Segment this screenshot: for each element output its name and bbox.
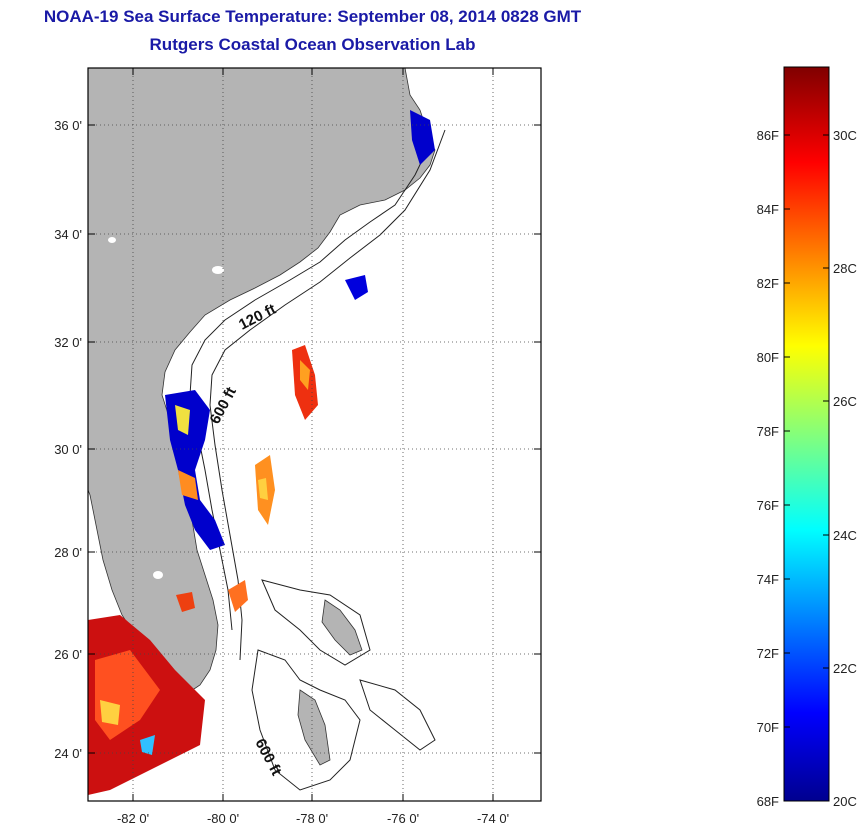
colorbar-f-74: 74F: [757, 572, 779, 587]
lat-tick-26: 26 0': [54, 647, 82, 662]
colorbar-c-28: 28C: [833, 261, 857, 276]
colorbar-c-26: 26C: [833, 394, 857, 409]
colorbar-f-80: 80F: [757, 350, 779, 365]
bahamas-islands: [297, 599, 363, 766]
sst-data-swaths: [88, 110, 435, 795]
lat-tick-28: 28 0': [54, 545, 82, 560]
lat-tick-32: 32 0': [54, 335, 82, 350]
depth-contour-600ft: [209, 129, 446, 661]
colorbar-c-24: 24C: [833, 528, 857, 543]
colorbar-c-20: 20C: [833, 794, 857, 809]
frame-ticks: [88, 68, 541, 801]
lon-tick-82: -82 0': [117, 811, 149, 826]
lake-okeechobee: [153, 571, 163, 579]
colorbar-f-72: 72F: [757, 646, 779, 661]
colorbar-f-78: 78F: [757, 424, 779, 439]
bahamas-bank-contour: [251, 579, 436, 791]
colorbar-f-84: 84F: [757, 202, 779, 217]
map-title: NOAA-19 Sea Surface Temperature: Septemb…: [43, 7, 582, 26]
colorbar-f-76: 76F: [757, 498, 779, 513]
lat-tick-34: 34 0': [54, 227, 82, 242]
colorbar-f-86: 86F: [757, 128, 779, 143]
colorbar-ticks: [784, 134, 829, 728]
colorbar: [783, 66, 830, 802]
lat-tick-36: 36 0': [54, 118, 82, 133]
lon-tick-76: -76 0': [387, 811, 419, 826]
colorbar-c-30: 30C: [833, 128, 857, 143]
lat-tick-24: 24 0': [54, 746, 82, 761]
lake: [212, 266, 224, 274]
colorbar-f-70: 70F: [757, 720, 779, 735]
lat-tick-30: 30 0': [54, 442, 82, 457]
lon-tick-80: -80 0': [207, 811, 239, 826]
lon-tick-74: -74 0': [477, 811, 509, 826]
map-subtitle: Rutgers Coastal Ocean Observation Lab: [149, 35, 476, 54]
colorbar-f-82: 82F: [757, 276, 779, 291]
colorbar-f-68: 68F: [757, 794, 779, 809]
map-frame: [87, 67, 542, 802]
depth-contour-120ft: [189, 139, 433, 631]
lake: [108, 237, 116, 243]
colorbar-c-22: 22C: [833, 661, 857, 676]
lon-tick-78: -78 0': [296, 811, 328, 826]
